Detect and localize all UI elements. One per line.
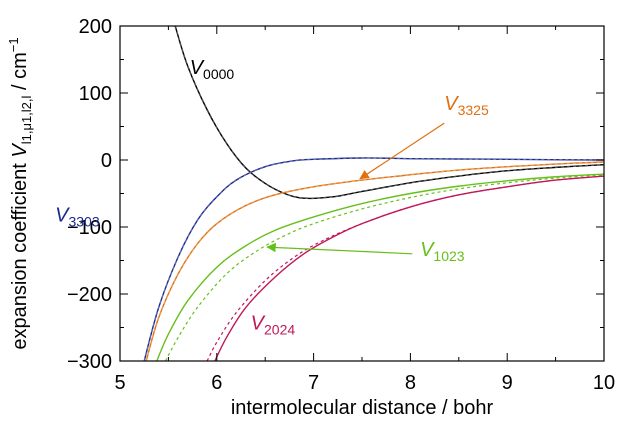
x-tick-label: 10 [593,372,615,394]
series-annotations: V0000 V3303 V3325 V1023 V2024 [55,57,489,337]
series-label-v1023: V1023 [420,239,465,264]
x-tick-label: 7 [308,372,319,394]
series-line-v3303 [143,157,604,361]
series-line-dashed-v0000 [174,26,604,199]
chart-curves [143,26,604,361]
arrow-v3325 [359,122,445,180]
series-line-v0000 [174,26,604,200]
series-line-v3325 [145,161,604,361]
y-tick-label: −200 [67,284,112,306]
y-axis-label-unit-exp: −1 [6,37,21,52]
arrow-v1023 [266,242,413,255]
series-line-dashed-v3303 [143,157,604,361]
series-line-v2024-dashed [206,175,604,361]
x-tick-label: 5 [114,372,125,394]
series-label-v2024: V2024 [251,313,296,338]
series-line-v1023-dashed [164,174,604,361]
series-label-v3303: V3303 [55,205,100,230]
series-line-dashed-v3325 [145,161,604,361]
y-tick-label: 200 [79,16,112,38]
x-axis-label: intermolecular distance / bohr [231,397,494,419]
y-axis-label-symbol: V [9,143,31,158]
y-axis-label-unit: / cm [9,52,31,95]
series-label-v3325: V3325 [444,93,489,118]
series-label-v0000: V0000 [190,57,235,82]
x-tick-label: 8 [405,372,416,394]
y-tick-label: −100 [67,217,112,239]
series-line-v1023 [156,173,604,361]
y-tick-label: 100 [79,83,112,105]
plot-frame [119,25,605,362]
x-tick-label: 9 [502,372,513,394]
y-axis-label-subscript: l1,μ1,l2,l [19,95,34,144]
y-axis-label: expansion coefficient Vl1,μ1,l2,l / cm−1 [6,37,34,349]
tick-labels: 5 6 7 8 9 10 −300 −200 −100 0 100 200 [67,16,615,394]
y-axis-label-prefix: expansion coefficient [9,158,31,350]
y-tick-label: 0 [101,150,112,172]
x-tick-label: 6 [211,372,222,394]
y-tick-label: −300 [67,351,112,373]
